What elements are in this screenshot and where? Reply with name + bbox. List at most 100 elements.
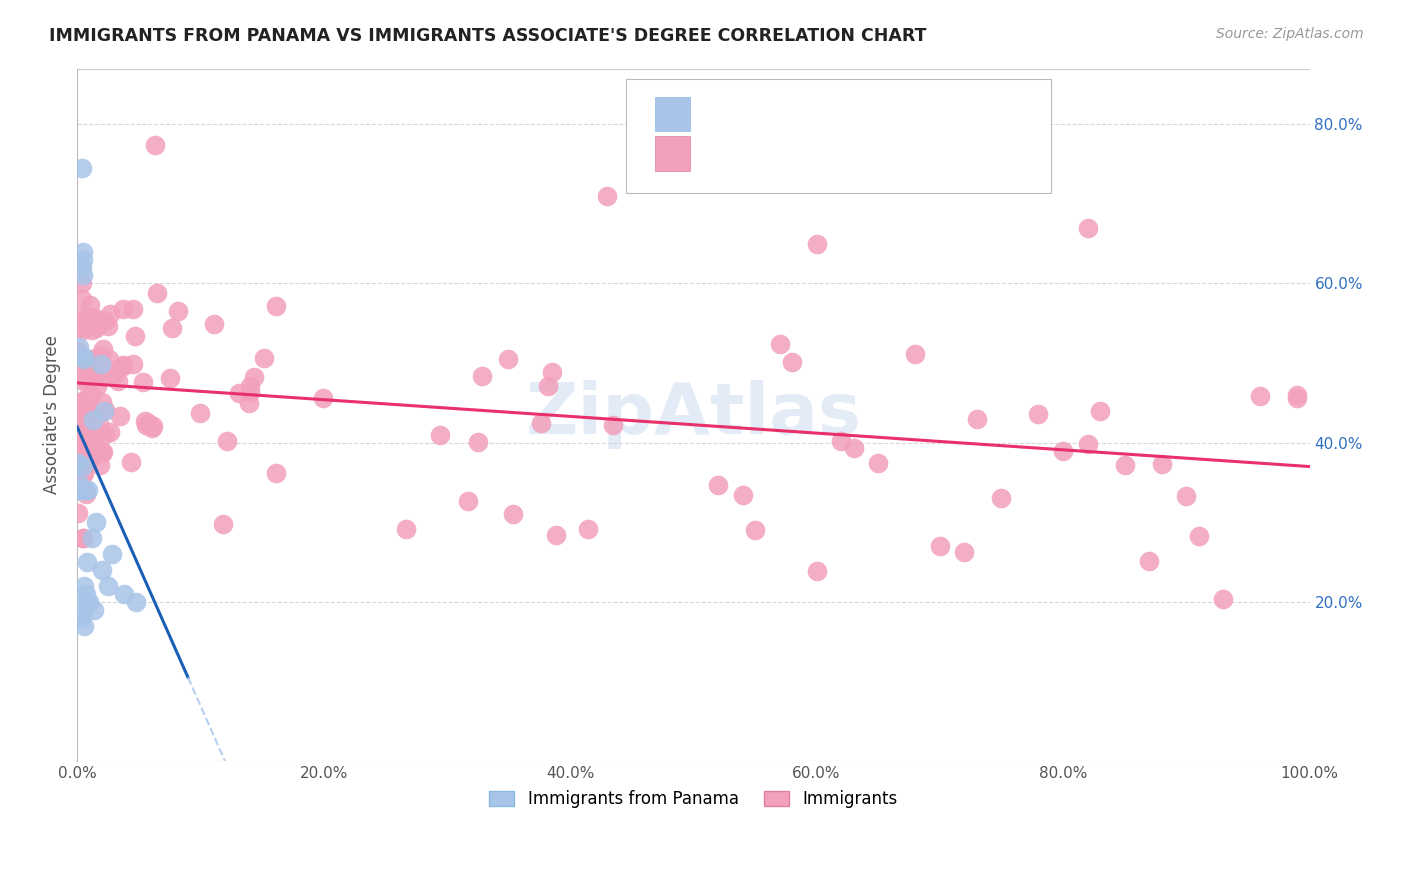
Point [212, 516, 235, 531]
Point [67, 411, 90, 425]
Text: R =: R = [707, 103, 745, 121]
Point [121, 357, 143, 371]
Point [90, 394, 112, 409]
Point [67, 506, 90, 520]
Point [69, 314, 91, 328]
Point [541, 365, 564, 379]
Point [73, 350, 96, 364]
Point [72, 351, 94, 366]
Point [73, 351, 96, 366]
Point [1286, 388, 1309, 402]
Point [94, 402, 117, 417]
Point [89, 417, 111, 431]
Point [97, 351, 120, 366]
Point [457, 494, 479, 508]
Point [67, 422, 90, 436]
Point [768, 337, 790, 351]
Point [312, 392, 335, 406]
Point [84, 351, 107, 366]
Point [1286, 391, 1309, 405]
Point [731, 488, 754, 502]
Point [72, 367, 94, 381]
Point [69, 405, 91, 419]
Point [744, 523, 766, 537]
Point [395, 522, 418, 536]
Bar [655, 97, 689, 131]
Point [72, 465, 94, 479]
Point [96, 319, 118, 334]
Point [159, 371, 181, 385]
Point [124, 328, 146, 343]
Point [76, 440, 98, 454]
Point [86, 425, 108, 439]
Point [112, 587, 135, 601]
Point [1077, 220, 1099, 235]
Point [70, 277, 93, 291]
FancyBboxPatch shape [626, 78, 1050, 194]
Point [842, 442, 865, 456]
Point [217, 434, 239, 448]
Point [73, 430, 96, 444]
Point [1077, 437, 1099, 451]
Point [544, 527, 567, 541]
Point [1088, 404, 1111, 418]
Point [928, 539, 950, 553]
Text: 35: 35 [931, 103, 962, 121]
Point [84, 446, 107, 460]
Point [100, 547, 122, 561]
Point [228, 385, 250, 400]
Point [72, 603, 94, 617]
Point [496, 351, 519, 366]
Text: 156: 156 [931, 143, 967, 161]
Point [72, 459, 94, 474]
Point [98, 425, 121, 439]
Point [868, 456, 890, 470]
Point [602, 417, 624, 432]
Point [238, 384, 260, 399]
Point [990, 491, 1012, 505]
Point [76, 354, 98, 368]
Point [67, 431, 90, 445]
Point [67, 413, 90, 427]
Point [72, 439, 94, 453]
Point [79, 298, 101, 312]
Point [83, 603, 105, 617]
Text: ZipAtlas: ZipAtlas [526, 380, 862, 450]
Point [69, 406, 91, 420]
Point [264, 298, 287, 312]
Point [530, 416, 553, 430]
Point [1137, 553, 1160, 567]
Point [160, 320, 183, 334]
Point [73, 619, 96, 633]
Point [67, 365, 90, 379]
Text: N=: N= [889, 143, 917, 161]
Point [70, 483, 93, 498]
Point [70, 161, 93, 175]
Point [77, 483, 100, 498]
Point [76, 398, 98, 412]
Point [132, 375, 155, 389]
Point [82, 432, 104, 446]
Point [80, 450, 103, 464]
Point [70, 393, 93, 408]
Point [238, 396, 260, 410]
Point [70, 260, 93, 275]
Point [830, 434, 852, 448]
Point [72, 244, 94, 259]
Point [67, 343, 90, 358]
Point [1028, 407, 1050, 421]
Point [69, 464, 91, 478]
Text: -0.397: -0.397 [770, 143, 827, 161]
Point [72, 252, 94, 267]
Bar [655, 136, 689, 170]
Point [79, 424, 101, 438]
Point [86, 379, 108, 393]
Point [73, 394, 96, 409]
Point [82, 323, 104, 337]
Point [145, 137, 167, 152]
Point [121, 301, 143, 316]
Point [266, 466, 288, 480]
Point [239, 378, 262, 392]
Point [67, 436, 90, 450]
Point [72, 531, 94, 545]
